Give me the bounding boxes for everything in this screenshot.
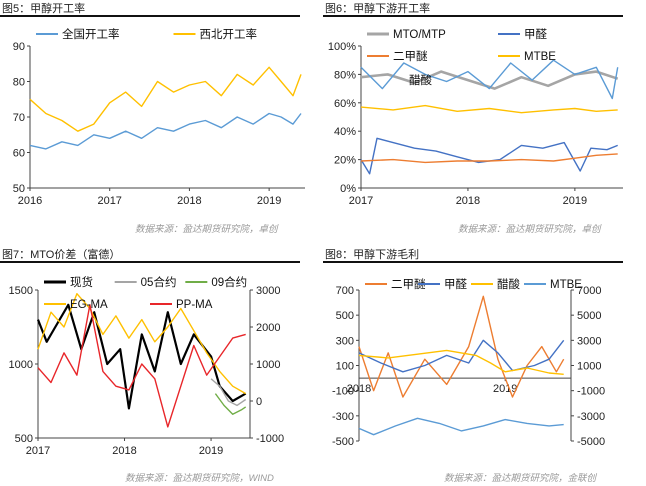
y-tick-label: 500 (15, 433, 33, 445)
y-tick-label: 500 (336, 310, 354, 322)
y-tick-label: 80 (13, 77, 25, 89)
chart-panel-fig6: 图6：甲醇下游开工率 0% 20% 40% 60% 80% 100% 2017 2018 201… (323, 0, 645, 240)
chart-svg-fig7: 500 1000 1500 -1000 0 1000 2000 3000 2017 2018 201… (9, 275, 285, 457)
y2-tick-label: -5000 (577, 436, 605, 448)
chart-svg-fig5: 50 60 70 80 90 2016 2017 2018 2019 全国开工率 西北开工率 (13, 27, 305, 207)
source-note-bottom-left: 数据来源：盈达期货研究院，WIND (125, 473, 274, 484)
legend-label: PP-MA (176, 299, 213, 311)
y-tick-label: -300 (332, 411, 354, 423)
legend-label: MTO/MTP (393, 29, 446, 41)
x-tick-label: 2019 (257, 195, 281, 207)
title-rule (323, 261, 623, 263)
y-tick-label: 100% (328, 41, 356, 53)
x-tick-label: 2018 (456, 195, 480, 207)
y2-tick-label: 2000 (256, 322, 280, 334)
legend-label: MTBE (524, 51, 556, 63)
source-note-right: 数据来源：盈达期货研究院，卓创 (458, 224, 601, 235)
y-tick-label: 1000 (9, 359, 33, 371)
series-line (358, 417, 564, 436)
chart-title: 图7：MTO价差（富德） (2, 249, 121, 261)
chart-title: 图6：甲醇下游开工率 (325, 3, 431, 15)
series-line (358, 295, 565, 398)
y-tick-label: 50 (13, 183, 25, 195)
legend-label: 甲醛 (444, 277, 467, 291)
chart-panel-fig8: 图8：甲醇下游毛利 -500 -300 -100 100 300 500 700 -5000-… (323, 246, 645, 486)
x-tick-label: 2018 (177, 195, 201, 207)
chart-panel-fig7: 图7：MTO价差（富德） 500 1000 1500 -1000 0 1000 2000 30… (0, 246, 322, 486)
y-tick-label: 0% (340, 183, 356, 195)
legend-label: 醋酸 (409, 73, 432, 87)
y-tick-label: 60% (334, 98, 356, 110)
x-tick-label: 2019 (199, 445, 223, 457)
y2-tick-label: 3000 (577, 335, 601, 347)
chart-title: 图5：甲醇开工率 (2, 3, 86, 15)
y2-tick-label: 7000 (577, 285, 601, 297)
title-rule (0, 15, 300, 17)
y-tick-label: 700 (336, 285, 354, 297)
y-tick-label: 100 (336, 361, 354, 373)
title-rule (0, 261, 300, 263)
y-tick-label: 20% (334, 155, 356, 167)
series-line (210, 378, 247, 407)
y-tick-label: -100 (332, 386, 354, 398)
legend-label: 现货 (70, 275, 93, 289)
series-line (360, 153, 618, 164)
chart-title: 图8：甲醇下游毛利 (325, 249, 420, 261)
series-line (37, 293, 247, 395)
series-line (29, 112, 302, 150)
y2-tick-label: 1000 (256, 359, 280, 371)
y2-tick-label: 1000 (577, 361, 601, 373)
series-line (37, 304, 246, 428)
legend-label: 醋酸 (497, 277, 520, 291)
y-tick-label: 1500 (9, 285, 33, 297)
y2-tick-label: -1000 (256, 433, 284, 445)
y-tick-label: 40% (334, 126, 356, 138)
legend-label: EG-MA (70, 299, 108, 311)
x-tick-label: 2019 (563, 195, 587, 207)
x-tick-label: 2017 (97, 195, 121, 207)
series-line (360, 70, 619, 90)
x-tick-label: 2018 (112, 445, 136, 457)
y-tick-label: 300 (336, 335, 354, 347)
y2-tick-label: 5000 (577, 310, 601, 322)
series-line (29, 66, 302, 132)
legend-label: 09合约 (211, 275, 247, 289)
y-tick-label: 80% (334, 69, 356, 81)
legend-label: 二甲醚 (393, 49, 428, 63)
y-tick-label: 90 (13, 41, 25, 53)
series-line (358, 349, 564, 375)
chart-panel-fig5: 图5：甲醇开工率 50 60 70 80 90 2016 2017 2018 2019 全国开工率… (0, 0, 322, 240)
legend-label: 西北开工率 (200, 27, 258, 41)
title-rule (323, 15, 623, 17)
legend-label: MTBE (550, 279, 582, 291)
y-tick-label: 60 (13, 148, 25, 160)
y2-tick-label: -1000 (577, 386, 605, 398)
legend-label: 全国开工率 (62, 27, 120, 41)
x-tick-label: 2018 (347, 383, 371, 395)
source-note-left: 数据来源：盈达期货研究院，卓创 (135, 224, 278, 235)
chart-svg-fig8: -500 -300 -100 100 300 500 700 -5000 -3000 -1000 1… (332, 277, 605, 448)
series-line (358, 339, 565, 373)
chart-svg-fig6: 0% 20% 40% 60% 80% 100% 2017 2018 2019 MTO/MTP 甲醛二… (328, 27, 623, 207)
legend-label: 二甲醚 (391, 277, 426, 291)
y2-tick-label: 3000 (256, 285, 280, 297)
series-line (214, 393, 247, 416)
x-tick-label: 2017 (349, 195, 373, 207)
series-line (360, 137, 618, 175)
x-tick-label: 2016 (18, 195, 42, 207)
series-line (360, 59, 619, 100)
source-note-bottom-right: 数据来源：盈达期货研究院，金联创 (444, 473, 597, 484)
x-tick-label: 2017 (26, 445, 50, 457)
legend-label: 05合约 (141, 275, 177, 289)
y2-tick-label: 0 (256, 396, 262, 408)
series-line (360, 104, 618, 114)
legend-label: 甲醛 (524, 27, 547, 41)
y-tick-label: 70 (13, 112, 25, 124)
y2-tick-label: -3000 (577, 411, 605, 423)
y-tick-label: -500 (332, 436, 354, 448)
